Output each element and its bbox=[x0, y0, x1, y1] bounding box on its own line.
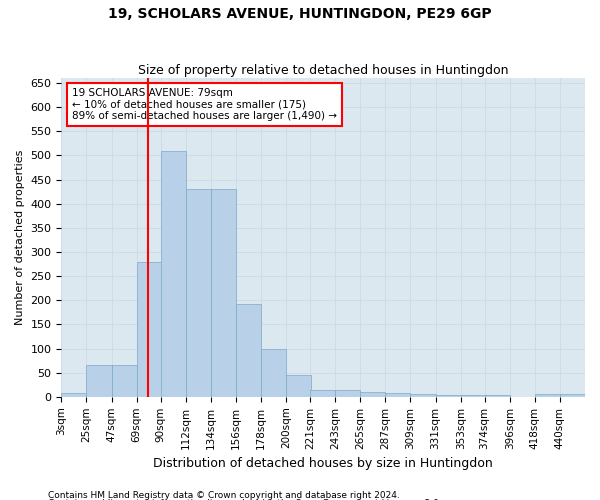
Text: 19 SCHOLARS AVENUE: 79sqm
← 10% of detached houses are smaller (175)
89% of semi: 19 SCHOLARS AVENUE: 79sqm ← 10% of detac… bbox=[72, 88, 337, 121]
Bar bbox=[137, 262, 162, 397]
Text: Contains public sector information licensed under the Open Government Licence v3: Contains public sector information licen… bbox=[48, 499, 442, 500]
Bar bbox=[360, 392, 385, 397]
Text: 19, SCHOLARS AVENUE, HUNTINGDON, PE29 6GP: 19, SCHOLARS AVENUE, HUNTINGDON, PE29 6G… bbox=[108, 8, 492, 22]
Bar bbox=[335, 390, 360, 397]
Y-axis label: Number of detached properties: Number of detached properties bbox=[15, 150, 25, 325]
Bar bbox=[535, 394, 560, 397]
Bar bbox=[186, 189, 211, 397]
Bar bbox=[310, 390, 335, 397]
Bar bbox=[261, 348, 286, 397]
Title: Size of property relative to detached houses in Huntingdon: Size of property relative to detached ho… bbox=[138, 64, 508, 77]
Bar bbox=[86, 366, 112, 397]
Bar bbox=[112, 366, 137, 397]
Bar bbox=[385, 393, 410, 397]
Bar bbox=[286, 375, 311, 397]
Bar bbox=[211, 189, 236, 397]
Bar bbox=[436, 395, 461, 397]
Bar bbox=[410, 394, 436, 397]
Bar bbox=[461, 395, 486, 397]
Text: Contains HM Land Registry data © Crown copyright and database right 2024.: Contains HM Land Registry data © Crown c… bbox=[48, 490, 400, 500]
Bar bbox=[485, 395, 510, 397]
Bar bbox=[560, 394, 585, 397]
X-axis label: Distribution of detached houses by size in Huntingdon: Distribution of detached houses by size … bbox=[154, 457, 493, 470]
Bar bbox=[236, 304, 261, 397]
Bar bbox=[61, 393, 86, 397]
Bar bbox=[161, 150, 186, 397]
